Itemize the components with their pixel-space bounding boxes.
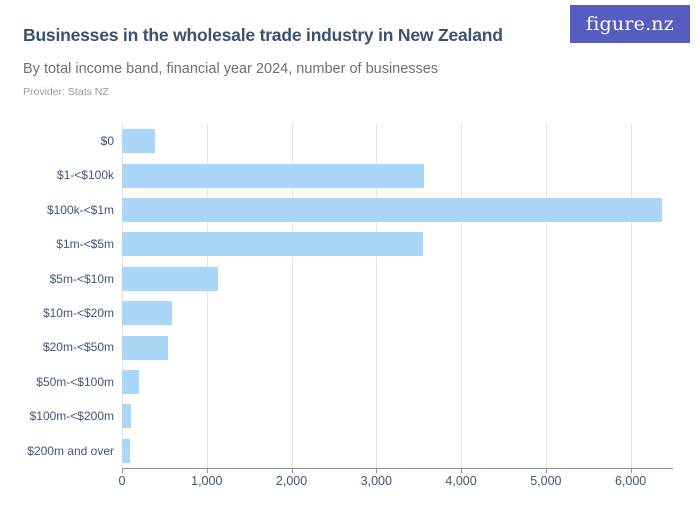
gridline (291, 124, 293, 468)
gridline (206, 124, 208, 468)
category-label: $100m-<$200m (29, 409, 114, 424)
bar-$20m-<$50m (122, 335, 168, 360)
gridline (545, 124, 547, 468)
figurenz-logo[interactable]: figure.nz (570, 5, 690, 43)
axis-tick (545, 468, 547, 473)
bar-$5m-<$10m (122, 266, 218, 291)
axis-tick-label: 2,000 (275, 474, 308, 488)
category-label: $20m-<$50m (42, 340, 114, 355)
category-label: $50m-<$100m (36, 374, 114, 389)
gridline (376, 124, 378, 468)
axis-tick (630, 468, 632, 473)
axis-tick (291, 468, 293, 473)
gridline (461, 124, 463, 468)
axis-tick-label: 1,000 (191, 474, 223, 488)
provider-note: Provider: Stats NZ (23, 86, 109, 98)
axis-tick-label: 6,000 (614, 474, 647, 488)
axis-tick-label: 3,000 (360, 474, 392, 488)
category-label: $1-<$100k (56, 168, 114, 183)
axis-tick-label: 0 (118, 474, 126, 488)
bar-$1-<$100k (122, 163, 424, 188)
category-label: $10m-<$20m (42, 306, 114, 320)
category-label: $200m and over (27, 443, 114, 458)
category-label: $5m-<$10m (49, 271, 114, 286)
bar-$100m-<$200m (122, 404, 131, 429)
axis-tick (376, 468, 378, 473)
chart-subtitle: By total income band, financial year 202… (23, 61, 439, 77)
axis-tick (206, 468, 208, 473)
bar-$100k-<$1m (122, 198, 662, 222)
gridline (122, 124, 123, 468)
axis-tick-label: 4,000 (445, 474, 477, 488)
bar-$10m-<$20m (122, 301, 172, 326)
bar-$0 (122, 129, 156, 154)
axis-tick (461, 468, 463, 473)
axis-tick (122, 468, 123, 473)
bar-$1m-<$5m (122, 232, 423, 257)
x-axis-line (122, 468, 673, 469)
category-label: $1m-<$5m (56, 237, 114, 252)
bar-$200m and over (122, 438, 131, 463)
category-label: $100k-<$1m (46, 202, 114, 217)
category-label: $0 (100, 134, 114, 148)
bar-chart-plot (122, 124, 673, 473)
bar-$50m-<$100m (122, 370, 139, 394)
gridline (630, 124, 632, 468)
axis-tick-label: 5,000 (530, 474, 562, 488)
page-title: Businesses in the wholesale trade indust… (23, 25, 503, 45)
